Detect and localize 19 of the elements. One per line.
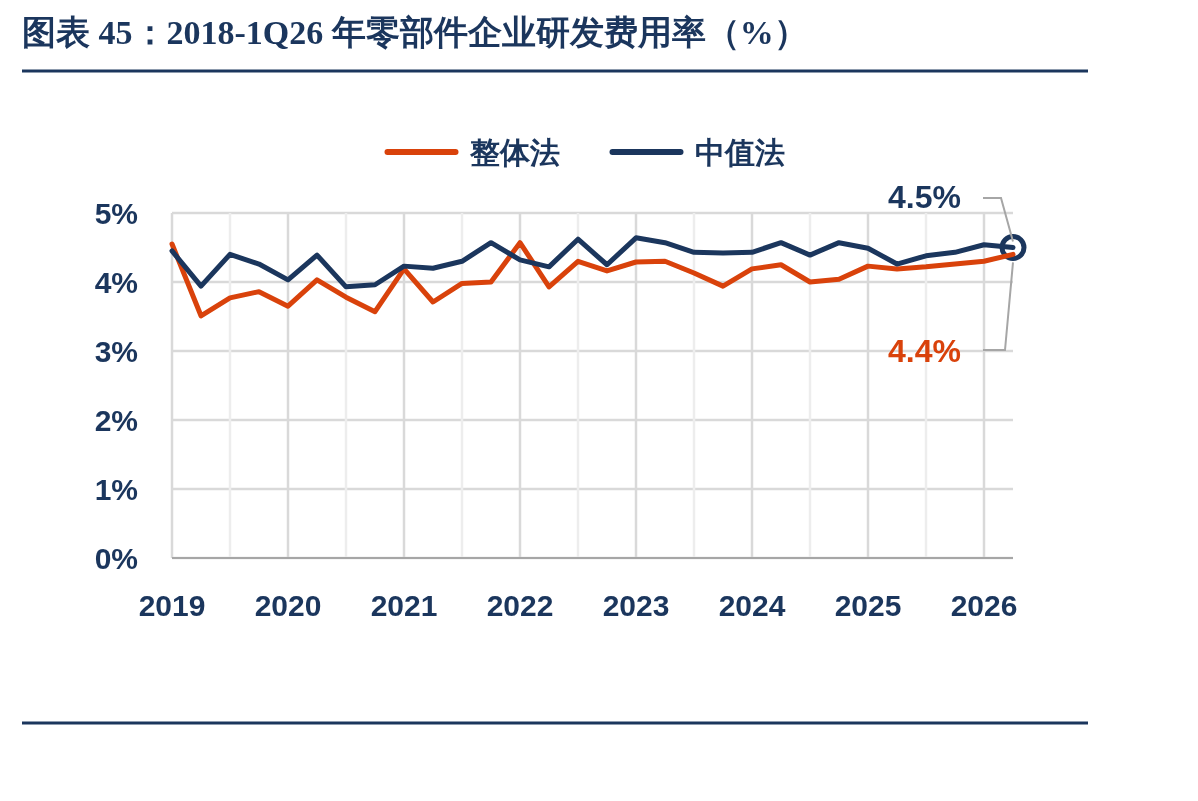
x-tick-label: 2022 <box>486 589 554 622</box>
chart-title: 图表 45：2018-1Q26 年零部件企业研发费用率（%） <box>22 14 808 51</box>
y-tick-label: 4% <box>94 265 138 299</box>
y-tick-label: 5% <box>94 196 138 230</box>
x-tick-label: 2021 <box>370 589 438 622</box>
legend-label: 整体法 <box>468 136 560 169</box>
legend-label: 中值法 <box>694 136 785 169</box>
x-tick-label: 2025 <box>834 589 902 622</box>
y-tick-label: 2% <box>94 403 138 437</box>
y-tick-label: 0% <box>94 541 138 575</box>
x-tick-label: 2024 <box>718 589 786 622</box>
y-tick-label: 1% <box>94 472 138 506</box>
annotation: 4.4% <box>888 333 961 369</box>
x-tick-label: 2023 <box>602 589 670 622</box>
x-tick-label: 2019 <box>138 589 206 622</box>
y-tick-label: 3% <box>94 334 138 368</box>
x-tick-label: 2026 <box>950 589 1018 622</box>
x-tick-label: 2020 <box>254 589 322 622</box>
annotation: 4.5% <box>888 179 961 215</box>
